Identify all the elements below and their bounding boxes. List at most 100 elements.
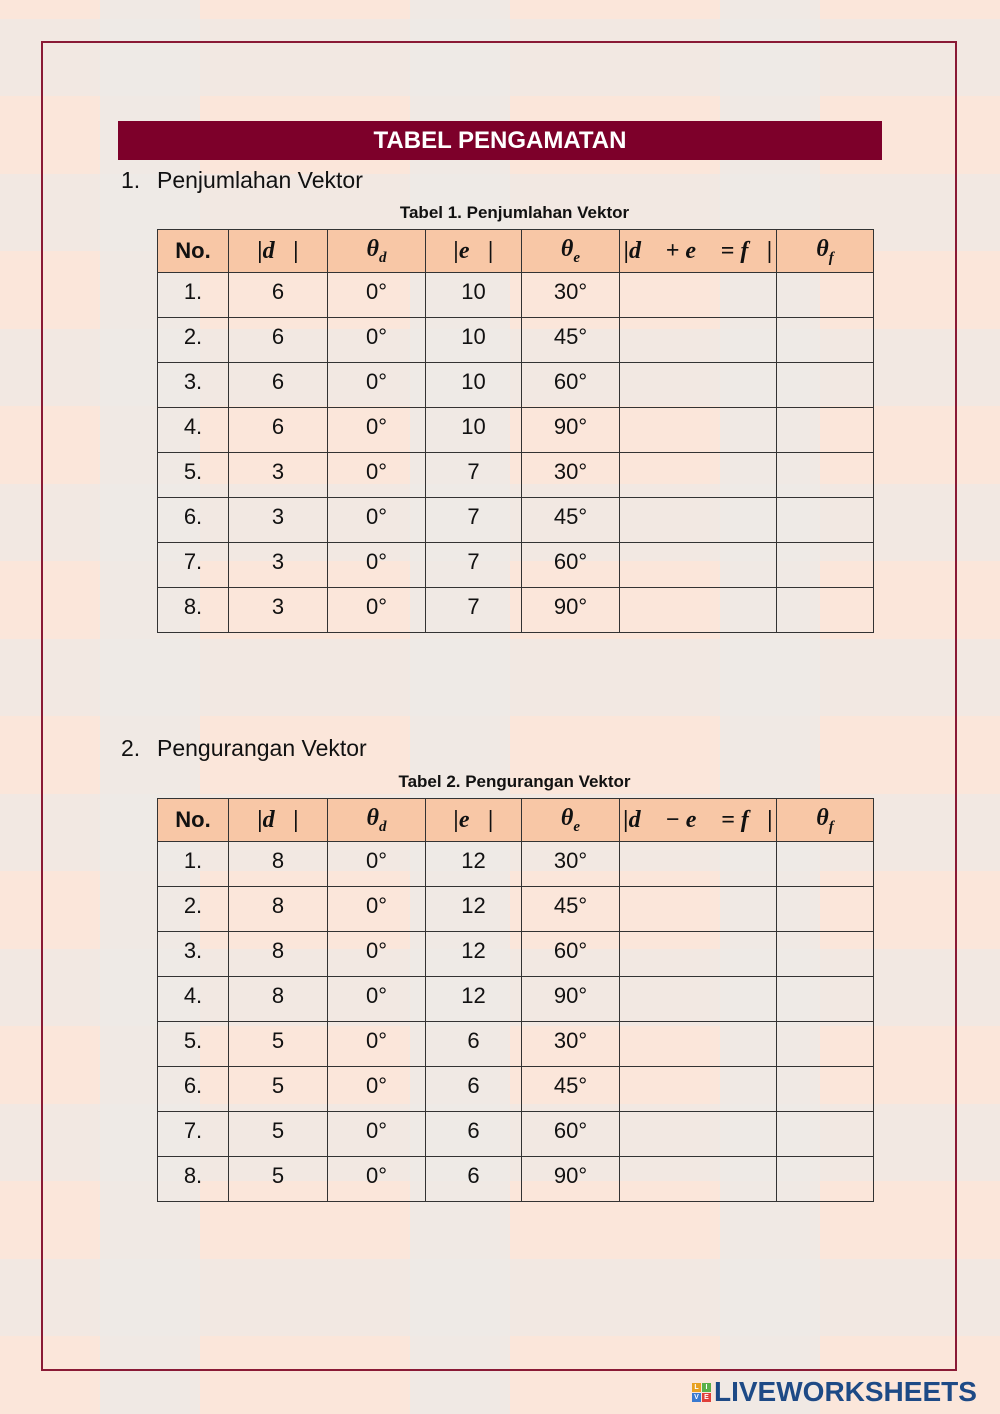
liveworksheets-logo: L I V E LIVEWORKSHEETS — [692, 1376, 977, 1408]
answer-cell-theta-f[interactable] — [776, 886, 874, 932]
answer-cell-theta-f[interactable] — [776, 587, 874, 633]
answer-cell-theta-f[interactable] — [776, 317, 874, 363]
math-text: θ — [366, 235, 379, 262]
answer-cell-f[interactable] — [619, 976, 777, 1022]
section-heading-text: Pengurangan Vektor — [157, 735, 367, 761]
answer-cell-f[interactable] — [619, 841, 777, 887]
answer-cell-f[interactable] — [619, 1066, 777, 1112]
math-text: θ — [816, 804, 829, 831]
header-no: No. — [157, 229, 229, 273]
table-row: 6. 5 0° 6 45° — [157, 1066, 874, 1112]
answer-cell-f[interactable] — [619, 317, 777, 363]
answer-cell-theta-f[interactable] — [776, 976, 874, 1022]
header-theta-d: θd — [327, 229, 426, 273]
table-cell: 45° — [521, 1066, 620, 1112]
answer-cell-theta-f[interactable] — [776, 841, 874, 887]
table-cell: 0° — [327, 317, 426, 363]
table-cell: 7 — [425, 542, 522, 588]
answer-cell-theta-f[interactable] — [776, 931, 874, 977]
answer-cell-theta-f[interactable] — [776, 1066, 874, 1112]
answer-cell-f[interactable] — [619, 497, 777, 543]
table-header-row: No. |d⃗| θd |e⃗| θe |d⃗ − e⃗ = f⃗| θf — [157, 798, 874, 842]
table-cell: 6 — [425, 1111, 522, 1157]
table-cell: 4. — [157, 976, 229, 1022]
table-cell: 6 — [228, 407, 328, 453]
table-cell: 5 — [228, 1066, 328, 1112]
header-magnitude-e: |e⃗| — [425, 798, 522, 842]
table-cell: 45° — [521, 317, 620, 363]
answer-cell-theta-f[interactable] — [776, 407, 874, 453]
table-cell: 6. — [157, 497, 229, 543]
answer-cell-f[interactable] — [619, 587, 777, 633]
answer-cell-f[interactable] — [619, 452, 777, 498]
answer-cell-theta-f[interactable] — [776, 497, 874, 543]
table-cell: 30° — [521, 272, 620, 318]
table-cell: 5 — [228, 1156, 328, 1202]
table-cell: 12 — [425, 886, 522, 932]
answer-cell-theta-f[interactable] — [776, 1156, 874, 1202]
table-cell: 90° — [521, 976, 620, 1022]
observation-table: No. |d⃗| θd |e⃗| θe |d⃗ − e⃗ = f⃗| θf 1. 8 0° 12 30… — [157, 798, 874, 1202]
table-cell: 45° — [521, 886, 620, 932]
answer-cell-f[interactable] — [619, 407, 777, 453]
table-cell: 0° — [327, 272, 426, 318]
table-cell: 90° — [521, 587, 620, 633]
header-no: No. — [157, 798, 229, 842]
page-frame — [41, 41, 957, 1371]
answer-cell-f[interactable] — [619, 1021, 777, 1067]
table-row: 8. 3 0° 7 90° — [157, 587, 874, 633]
answer-cell-f[interactable] — [619, 1156, 777, 1202]
logo-letter: L — [692, 1382, 701, 1392]
header-result-f: |d⃗ − e⃗ = f⃗| — [619, 798, 777, 842]
logo-text: LIVEWORKSHEETS — [714, 1376, 977, 1407]
table-caption: Tabel 2. Pengurangan Vektor — [398, 772, 631, 791]
math-text: θ — [816, 235, 829, 262]
answer-cell-f[interactable] — [619, 362, 777, 408]
table-cell: 1. — [157, 841, 229, 887]
math-subscript: e — [573, 818, 581, 835]
table-cell: 60° — [521, 542, 620, 588]
table-cell: 6 — [228, 362, 328, 408]
table-cell: 12 — [425, 976, 522, 1022]
table-cell: 4. — [157, 407, 229, 453]
table-cell: 30° — [521, 452, 620, 498]
math-subscript: d — [378, 818, 387, 835]
table-row: 7. 5 0° 6 60° — [157, 1111, 874, 1157]
table-cell: 0° — [327, 1066, 426, 1112]
answer-cell-theta-f[interactable] — [776, 272, 874, 318]
table-row: 5. 5 0° 6 30° — [157, 1021, 874, 1067]
answer-cell-f[interactable] — [619, 886, 777, 932]
table-cell: 10 — [425, 272, 522, 318]
answer-cell-f[interactable] — [619, 1111, 777, 1157]
table-cell: 3. — [157, 931, 229, 977]
math-subscript: d — [378, 249, 387, 266]
answer-cell-theta-f[interactable] — [776, 542, 874, 588]
answer-cell-f[interactable] — [619, 931, 777, 977]
table-cell: 1. — [157, 272, 229, 318]
table-cell: 7 — [425, 452, 522, 498]
table-cell: 45° — [521, 497, 620, 543]
math-text: θ — [366, 804, 379, 831]
answer-cell-theta-f[interactable] — [776, 362, 874, 408]
math-text: |d⃗| — [257, 237, 299, 264]
math-text: |d⃗| — [257, 806, 299, 833]
observation-table: No. |d⃗| θd |e⃗| θe |d⃗ + e⃗ = f⃗| θf 1. 6 0° 10 30… — [157, 229, 874, 633]
table-cell: 0° — [327, 362, 426, 408]
answer-cell-theta-f[interactable] — [776, 1111, 874, 1157]
table-cell: 6 — [425, 1021, 522, 1067]
answer-cell-f[interactable] — [619, 542, 777, 588]
logo-letter: V — [692, 1392, 701, 1402]
answer-cell-theta-f[interactable] — [776, 1021, 874, 1067]
table-cell: 6 — [228, 272, 328, 318]
logo-icon: L I V E — [692, 1382, 711, 1402]
table-cell: 6 — [425, 1066, 522, 1112]
header-magnitude-d: |d⃗| — [228, 229, 328, 273]
header-theta-d: θd — [327, 798, 426, 842]
answer-cell-f[interactable] — [619, 272, 777, 318]
table-cell: 12 — [425, 931, 522, 977]
table-cell: 0° — [327, 1111, 426, 1157]
answer-cell-theta-f[interactable] — [776, 452, 874, 498]
table-row: 8. 5 0° 6 90° — [157, 1156, 874, 1202]
table-cell: 0° — [327, 886, 426, 932]
table-cell: 30° — [521, 841, 620, 887]
